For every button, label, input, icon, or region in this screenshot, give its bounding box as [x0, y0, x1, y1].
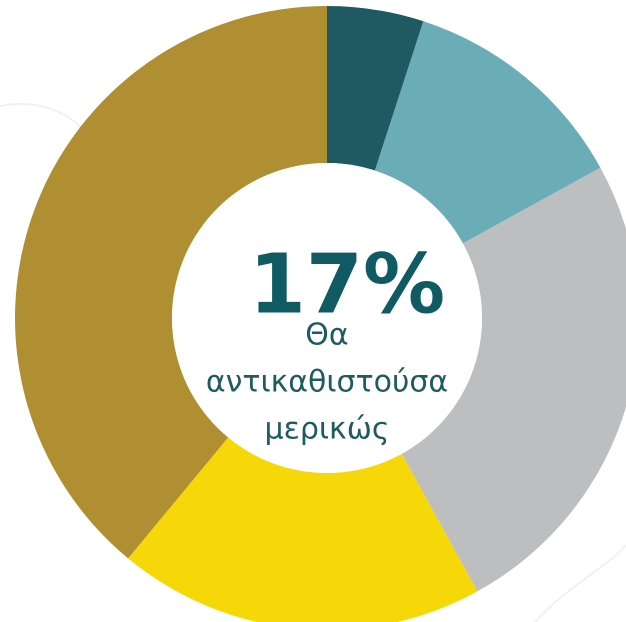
donut-slice: [14, 6, 327, 559]
background-curve: [533, 543, 626, 622]
donut-slice: [374, 21, 601, 244]
center-text: Θα: [305, 318, 348, 353]
donut-slice: [327, 6, 424, 171]
center-text: μερικώς: [265, 412, 390, 447]
donut-slice: [401, 167, 626, 592]
donut-hole: [172, 163, 482, 473]
donut-slice: [128, 437, 478, 622]
center-text: αντικαθιστούσα: [206, 365, 448, 400]
center-value: 17%: [249, 237, 445, 332]
